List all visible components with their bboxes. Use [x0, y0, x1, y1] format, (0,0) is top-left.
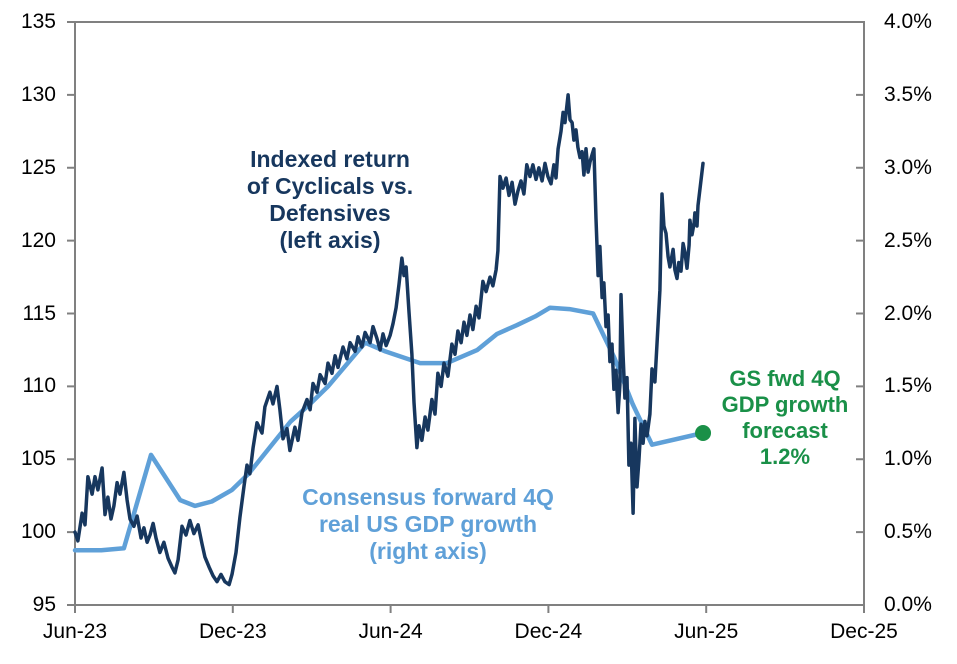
gs-forecast-dot	[695, 425, 712, 442]
y-left-tick-label: 110	[22, 374, 56, 398]
y-left-tick-label: 105	[20, 447, 56, 471]
y-right-tick-label: 2.0%	[884, 301, 932, 325]
annotation-line: GDP growth	[721, 392, 849, 417]
y-right-tick-label: 2.5%	[884, 228, 932, 252]
y-right-tick-label: 0.0%	[884, 593, 932, 616]
cyclicals-defensives-line	[73, 93, 705, 587]
y-left-tick-label: 95	[32, 593, 56, 616]
y-left-tick-label: 115	[22, 301, 56, 325]
x-axis-tick-label: Dec-23	[198, 620, 267, 643]
annotation-line: Consensus forward 4Q	[302, 484, 554, 510]
annotation-line: 1.2%	[759, 444, 811, 469]
x-axis-tick-label: Dec-25	[830, 620, 898, 643]
x-axis-tick-label: Jun-25	[674, 620, 739, 643]
y-right-tick-label: 3.5%	[884, 82, 932, 106]
x-axis-tick-label: Dec-24	[514, 620, 583, 643]
y-left-tick-label: 130	[20, 82, 56, 106]
annotation-line: GS fwd 4Q	[729, 366, 841, 391]
y-right-tick-label: 4.0%	[884, 10, 932, 33]
y-left-tick-label: 100	[20, 520, 56, 544]
annotation-line: (left axis)	[279, 227, 381, 253]
annotation-line: Defensives	[269, 200, 391, 226]
y-right-tick-label: 1.0%	[884, 447, 932, 471]
annotation-line: forecast	[742, 418, 828, 443]
gdp-consensus-line	[72, 305, 706, 553]
y-left-tick-label: 120	[20, 228, 56, 252]
y-left-tick-label: 135	[20, 10, 56, 33]
y-left-tick-label: 125	[20, 155, 56, 179]
y-right-tick-label: 0.5%	[884, 520, 932, 544]
annotation-line: (right axis)	[369, 538, 487, 564]
annotation-line: of Cyclicals vs.	[246, 173, 414, 199]
annotation-cyclicals-label: Indexed return of Cyclicals vs. Defensiv…	[170, 146, 490, 254]
y-right-tick-label: 3.0%	[884, 155, 932, 179]
y-right-tick-label: 1.5%	[884, 374, 932, 398]
x-axis-tick-label: Jun-23	[42, 620, 108, 643]
annotation-consensus-label: Consensus forward 4Q real US GDP growth …	[258, 484, 598, 565]
annotation-line: Indexed return	[250, 146, 410, 172]
x-axis-tick-label: Jun-24	[358, 620, 423, 643]
annotation-gs-forecast-label: GS fwd 4Q GDP growth forecast 1.2%	[707, 366, 863, 470]
annotation-line: real US GDP growth	[318, 511, 538, 537]
